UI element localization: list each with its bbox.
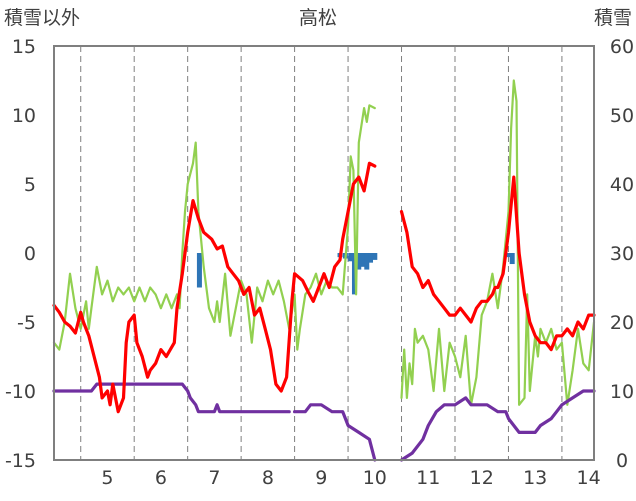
x-tick: 9: [315, 467, 327, 489]
x-tick: 5: [101, 467, 113, 489]
y-left-axis-label: 積雪以外: [4, 7, 80, 29]
y-left-tick: -5: [17, 312, 36, 334]
red-line: [52, 161, 596, 414]
x-tick: 11: [416, 467, 440, 489]
bar: [196, 253, 202, 288]
y-right-tick: 40: [610, 174, 634, 196]
line-series-group: [52, 79, 596, 462]
y-left-tick: -10: [5, 381, 36, 403]
y-right-tick: 30: [610, 243, 634, 265]
y-right-axis-label: 積雪: [594, 7, 632, 29]
bar: [359, 253, 365, 267]
x-tick: 12: [470, 467, 494, 489]
vertical-gridlines: [80, 46, 563, 460]
bar: [372, 253, 378, 260]
y-left-tick: 15: [12, 36, 36, 58]
bar: [509, 253, 515, 265]
x-tick: 10: [363, 467, 387, 489]
x-tick: 13: [523, 467, 547, 489]
purple-line: [52, 382, 596, 462]
bar: [368, 253, 374, 263]
bar: [507, 253, 513, 258]
chart-title: 高松: [299, 7, 337, 29]
bar: [356, 253, 362, 270]
x-tick: 14: [577, 467, 601, 489]
plot-frame: [53, 45, 595, 461]
y-right-tick: 60: [610, 36, 634, 58]
y-left-tick: 5: [24, 174, 36, 196]
y-right-tick: 10: [610, 381, 634, 403]
y-right-tick: 20: [610, 312, 634, 334]
bar: [348, 253, 354, 262]
bar: [351, 253, 357, 295]
y-right-tick: 0: [616, 450, 628, 472]
y-right-tick: 50: [610, 105, 634, 127]
x-tick: 6: [155, 467, 167, 489]
y-left-tick: 0: [24, 243, 36, 265]
x-tick: 8: [262, 467, 274, 489]
bar: [364, 253, 370, 270]
green-line: [52, 79, 596, 406]
y-left-tick: -15: [5, 450, 36, 472]
y-left-tick: 10: [12, 105, 36, 127]
x-tick: 7: [208, 467, 220, 489]
